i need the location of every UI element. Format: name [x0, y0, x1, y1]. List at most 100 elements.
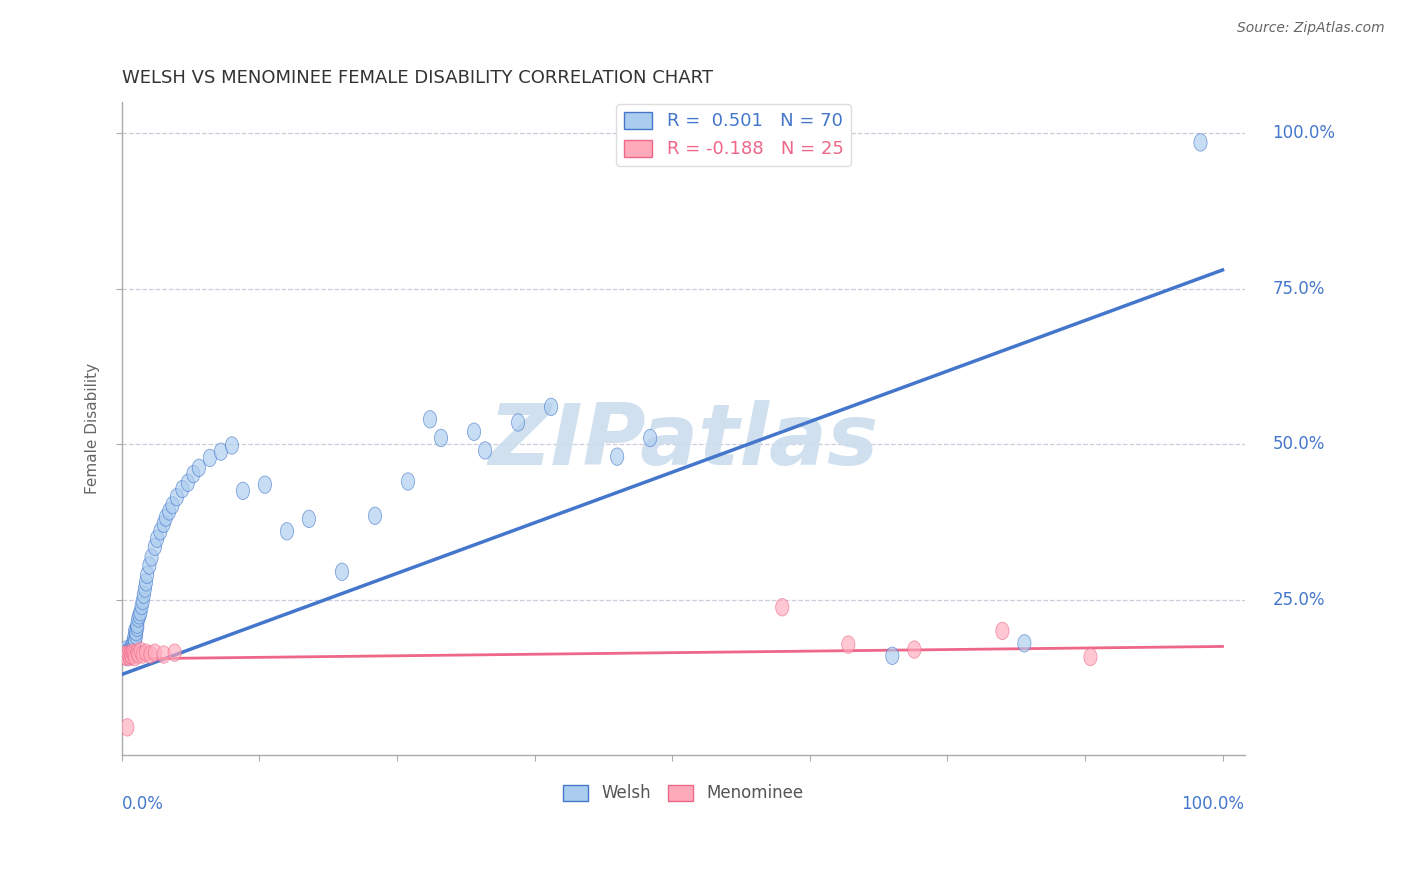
Ellipse shape [225, 437, 239, 454]
Text: 75.0%: 75.0% [1272, 280, 1324, 298]
Ellipse shape [121, 648, 134, 665]
Ellipse shape [368, 507, 381, 524]
Ellipse shape [131, 616, 143, 633]
Ellipse shape [124, 640, 138, 658]
Ellipse shape [214, 443, 228, 460]
Text: 50.0%: 50.0% [1272, 435, 1324, 453]
Ellipse shape [132, 610, 145, 627]
Ellipse shape [176, 480, 188, 498]
Ellipse shape [128, 646, 141, 664]
Ellipse shape [157, 516, 170, 533]
Ellipse shape [776, 599, 789, 616]
Ellipse shape [908, 640, 921, 658]
Ellipse shape [148, 644, 162, 661]
Text: 0.0%: 0.0% [122, 795, 163, 813]
Ellipse shape [121, 719, 134, 736]
Ellipse shape [1018, 634, 1031, 652]
Ellipse shape [120, 640, 132, 658]
Text: Source: ZipAtlas.com: Source: ZipAtlas.com [1237, 21, 1385, 35]
Ellipse shape [544, 398, 558, 416]
Ellipse shape [512, 414, 524, 431]
Ellipse shape [124, 646, 138, 664]
Text: 100.0%: 100.0% [1181, 795, 1244, 813]
Ellipse shape [122, 646, 135, 664]
Ellipse shape [886, 647, 898, 665]
Ellipse shape [181, 474, 194, 491]
Ellipse shape [120, 648, 132, 665]
Ellipse shape [132, 646, 145, 664]
Ellipse shape [145, 549, 157, 566]
Ellipse shape [139, 644, 153, 661]
Ellipse shape [129, 627, 143, 645]
Ellipse shape [193, 459, 205, 476]
Legend: Welsh, Menominee: Welsh, Menominee [557, 778, 810, 809]
Ellipse shape [159, 509, 173, 526]
Ellipse shape [131, 644, 143, 661]
Ellipse shape [121, 647, 134, 665]
Ellipse shape [132, 607, 146, 624]
Ellipse shape [1194, 134, 1208, 151]
Ellipse shape [204, 450, 217, 467]
Text: WELSH VS MENOMINEE FEMALE DISABILITY CORRELATION CHART: WELSH VS MENOMINEE FEMALE DISABILITY COR… [122, 69, 713, 87]
Ellipse shape [169, 644, 181, 661]
Ellipse shape [128, 648, 142, 665]
Ellipse shape [121, 644, 134, 661]
Ellipse shape [127, 644, 139, 661]
Ellipse shape [118, 646, 132, 664]
Ellipse shape [118, 647, 131, 665]
Ellipse shape [122, 644, 135, 661]
Ellipse shape [148, 538, 162, 556]
Ellipse shape [302, 510, 315, 527]
Ellipse shape [842, 636, 855, 653]
Ellipse shape [122, 642, 136, 659]
Ellipse shape [434, 429, 447, 447]
Ellipse shape [610, 448, 624, 466]
Ellipse shape [118, 647, 132, 665]
Ellipse shape [134, 642, 148, 659]
Ellipse shape [127, 634, 139, 652]
Ellipse shape [138, 586, 150, 604]
Ellipse shape [150, 530, 163, 548]
Ellipse shape [128, 632, 142, 649]
Ellipse shape [127, 644, 139, 661]
Ellipse shape [122, 644, 136, 661]
Y-axis label: Female Disability: Female Disability [86, 363, 100, 494]
Text: ZIPatlas: ZIPatlas [488, 401, 879, 483]
Ellipse shape [136, 592, 149, 610]
Ellipse shape [122, 648, 136, 665]
Ellipse shape [166, 497, 179, 514]
Ellipse shape [127, 640, 139, 657]
Ellipse shape [128, 623, 142, 640]
Ellipse shape [1084, 648, 1097, 665]
Ellipse shape [120, 647, 132, 665]
Ellipse shape [128, 630, 141, 647]
Ellipse shape [153, 523, 167, 540]
Ellipse shape [129, 624, 143, 640]
Ellipse shape [280, 523, 294, 540]
Ellipse shape [143, 646, 157, 664]
Ellipse shape [125, 647, 138, 665]
Text: 25.0%: 25.0% [1272, 591, 1324, 608]
Ellipse shape [478, 442, 492, 459]
Ellipse shape [423, 410, 437, 428]
Ellipse shape [259, 476, 271, 493]
Ellipse shape [141, 566, 153, 583]
Ellipse shape [136, 646, 149, 664]
Ellipse shape [995, 623, 1010, 640]
Ellipse shape [125, 638, 138, 655]
Ellipse shape [143, 557, 156, 574]
Ellipse shape [134, 604, 148, 621]
Ellipse shape [118, 644, 131, 661]
Ellipse shape [131, 619, 143, 637]
Ellipse shape [125, 646, 138, 664]
Ellipse shape [122, 646, 135, 664]
Ellipse shape [128, 638, 141, 655]
Ellipse shape [401, 473, 415, 491]
Ellipse shape [163, 503, 176, 520]
Ellipse shape [644, 429, 657, 447]
Ellipse shape [124, 645, 138, 663]
Text: 100.0%: 100.0% [1272, 124, 1336, 142]
Ellipse shape [138, 580, 152, 598]
Ellipse shape [336, 563, 349, 581]
Ellipse shape [187, 466, 200, 483]
